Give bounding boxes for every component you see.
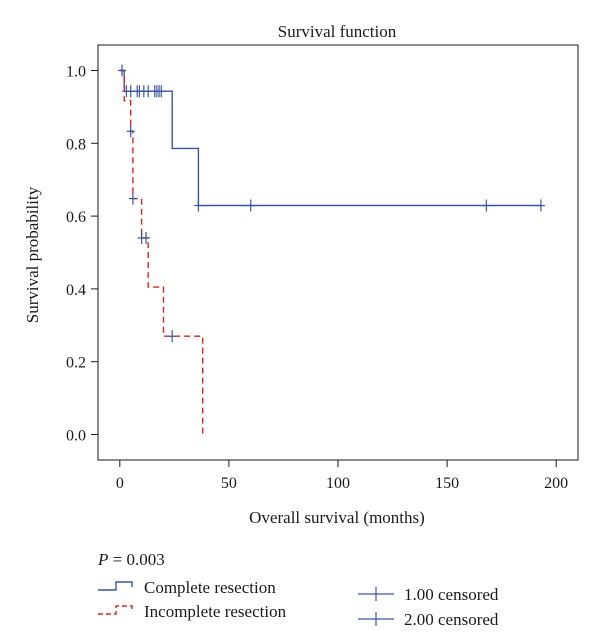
plot-frame — [97, 44, 579, 461]
legend-item-incomplete-resection: Incomplete resection — [98, 602, 287, 621]
censor-mark — [157, 85, 166, 98]
legend-item-censored-2: 2.00 censored — [358, 610, 499, 629]
x-tick-label: 100 — [326, 475, 350, 492]
y-tick-label: 0.4 — [66, 282, 86, 299]
series-line-incomplete-resection — [119, 69, 204, 435]
censor-mark — [168, 330, 177, 343]
legend-label: 2.00 censored — [404, 610, 499, 629]
censor-mark — [246, 199, 255, 212]
x-tick-label: 200 — [544, 475, 568, 492]
censor-mark — [536, 199, 545, 212]
x-tick-label: 0 — [116, 475, 124, 492]
p-value-symbol: P — [97, 550, 108, 569]
legend-items: Complete resection Incomplete resection 1.… — [98, 578, 499, 629]
legend: P = 0.003 Complete resection Incomplete r… — [97, 550, 499, 629]
legend-item-complete-resection: Complete resection — [98, 578, 276, 597]
y-tick-label: 0.6 — [66, 209, 86, 226]
legend-swatch — [98, 581, 133, 591]
axis-layer: 0 50 100 150 200 0.0 0.2 0.4 0.6 0.8 1.0 — [66, 63, 568, 492]
x-tick-label: 150 — [435, 475, 459, 492]
censor-mark — [126, 125, 135, 138]
series-layer — [118, 64, 545, 435]
censor-mark — [128, 192, 137, 205]
legend-item-censored-1: 1.00 censored — [358, 585, 499, 604]
y-tick-label: 0.8 — [66, 136, 86, 153]
censor-mark — [482, 199, 491, 212]
legend-label: 1.00 censored — [404, 585, 499, 604]
legend-swatch — [98, 605, 133, 615]
legend-label: Incomplete resection — [144, 602, 287, 621]
x-tick-label: 50 — [221, 475, 237, 492]
x-axis-label: Overall survival (months) — [249, 508, 425, 527]
y-axis-label: Survival probability — [23, 186, 42, 323]
p-value-annotation: P = 0.003 — [97, 550, 165, 569]
y-tick-label: 0.2 — [66, 355, 86, 372]
censor-mark — [142, 231, 150, 244]
y-tick-label: 1.0 — [66, 63, 86, 80]
legend-label: Complete resection — [144, 578, 276, 597]
series-line-complete-resection — [119, 69, 541, 207]
censor-mark — [118, 64, 126, 77]
p-value-text: = 0.003 — [108, 550, 164, 569]
y-tick-label: 0.0 — [66, 428, 86, 445]
chart-title: Survival function — [278, 22, 397, 41]
censor-mark — [194, 199, 203, 212]
